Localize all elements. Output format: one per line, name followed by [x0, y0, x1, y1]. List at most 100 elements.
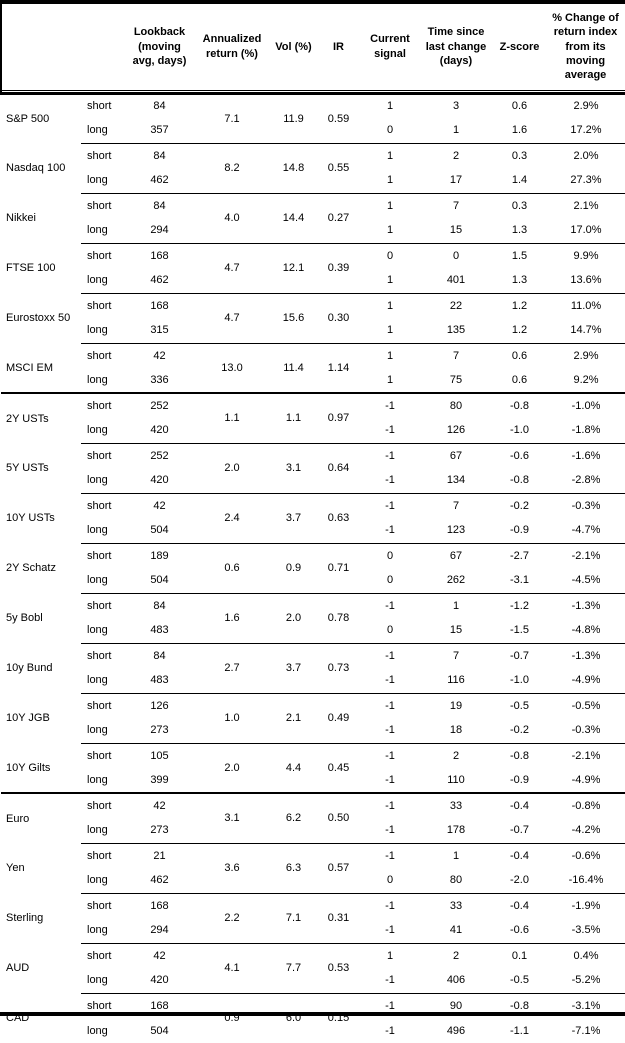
annualized-return-cell: 4.0 [193, 192, 271, 243]
current-signal-cell: -1 [361, 892, 419, 918]
column-header-pct_change: % Change of return index from its moving… [546, 4, 625, 91]
header-double-rule [0, 90, 625, 95]
time-since-cell: 22 [419, 292, 493, 318]
annualized-return-cell: 2.2 [193, 892, 271, 943]
vol-cell: 14.8 [271, 142, 316, 193]
lookback-cell: 126 [126, 692, 193, 718]
pct-change-cell: -0.3% [546, 492, 625, 518]
time-since-cell: 7 [419, 192, 493, 218]
column-header-vol: Vol (%) [271, 4, 316, 91]
current-signal-cell: -1 [361, 442, 419, 468]
zscore-cell: -0.6 [510, 924, 529, 937]
time-since-cell: 134 [446, 474, 466, 487]
position-cell: short [81, 842, 126, 868]
time-since-cell: 7 [419, 642, 493, 668]
asset-row-long: long 420 -1 406 -0.5 -5.2% [1, 968, 625, 993]
asset-row-long: long 483 -1 116 -1.0 -4.9% [1, 668, 625, 693]
header-double-rule-segment [419, 90, 493, 95]
vol-cell: 6.2 [271, 792, 316, 843]
pct-change-cell: -0.3% [571, 724, 601, 737]
lookback-cell: 42 [126, 792, 193, 818]
ir-cell: 0.71 [316, 542, 361, 593]
asset-row-long: long 336 1 75 0.6 9.2% [1, 368, 625, 393]
time-since-cell: 1 [452, 124, 460, 137]
time-since-cell: 80 [419, 392, 493, 418]
vol-cell: 3.7 [271, 642, 316, 693]
asset-row-short: 10Y JGB short 126 1.0 2.1 0.49 -1 19 -0.5 -0.5% [1, 692, 625, 743]
zscore-cell: -1.2 [493, 592, 546, 618]
asset-row-long: long 483 0 15 -1.5 -4.8% [1, 618, 625, 643]
time-since-cell: 80 [449, 874, 463, 887]
asset-name-cell: MSCI EM [6, 361, 54, 374]
asset-row-long: long 399 -1 110 -0.9 -4.9% [1, 768, 625, 793]
zscore-cell: -0.5 [510, 974, 529, 987]
asset-name-cell: S&P 500 [6, 112, 50, 125]
time-since-cell: 18 [449, 724, 463, 737]
zscore-cell: 0.3 [493, 142, 546, 168]
time-since-cell: 1 [419, 592, 493, 618]
zscore-cell: 0.3 [493, 192, 546, 218]
column-header-ir: IR [316, 4, 361, 91]
zscore-cell: 1.6 [511, 124, 528, 137]
position-cell: long [87, 224, 108, 237]
lookback-cell: 462 [150, 874, 169, 887]
lookback-cell: 483 [150, 624, 169, 637]
vol-cell: 4.4 [271, 742, 316, 793]
position-cell: short [81, 942, 126, 968]
ir-cell: 0.64 [316, 442, 361, 493]
asset-name-cell: 10Y Gilts [6, 761, 51, 774]
pct-change-cell: -0.6% [546, 842, 625, 868]
asset-row-long: long 462 0 80 -2.0 -16.4% [1, 868, 625, 893]
current-signal-cell: 1 [386, 100, 394, 113]
pct-change-cell: -1.6% [546, 442, 625, 468]
lookback-cell: 42 [126, 492, 193, 518]
asset-row-short: 10Y Gilts short 105 2.0 4.4 0.45 -1 2 -0.8 -2.1% [1, 742, 625, 793]
current-signal-cell: -1 [385, 924, 395, 937]
lookback-cell: 252 [126, 392, 193, 418]
current-signal-cell: 0 [386, 874, 394, 887]
time-since-cell: 406 [446, 974, 466, 987]
pct-change-cell: -4.8% [571, 624, 601, 637]
lookback-cell: 84 [126, 142, 193, 168]
pct-change-cell: 11.0% [546, 292, 625, 318]
asset-row-long: long 420 -1 126 -1.0 -1.8% [1, 418, 625, 443]
position-cell: long [87, 374, 108, 386]
time-since-cell: 33 [419, 792, 493, 818]
pct-change-cell: -2.1% [546, 742, 625, 768]
pct-change-cell: 17.0% [570, 224, 602, 237]
time-since-cell: 0 [419, 242, 493, 268]
current-signal-cell: 0 [361, 542, 419, 568]
current-signal-cell: 1 [361, 192, 419, 218]
lookback-cell: 273 [150, 824, 169, 837]
lookback-cell: 189 [126, 542, 193, 568]
time-since-cell: 110 [447, 774, 465, 786]
vol-cell: 12.1 [271, 242, 316, 293]
zscore-cell: -0.4 [493, 842, 546, 868]
column-header-time_since: Time since last change (days) [419, 4, 493, 91]
current-signal-cell: 1 [386, 374, 394, 386]
time-since-cell: 123 [446, 524, 466, 537]
time-since-cell: 67 [419, 442, 493, 468]
current-signal-cell: -1 [385, 674, 395, 687]
vol-cell: 3.1 [271, 442, 316, 493]
ir-cell: 0.73 [316, 642, 361, 693]
pct-change-cell: -0.8% [546, 792, 625, 818]
position-cell: short [81, 642, 126, 668]
zscore-cell: 1.2 [511, 324, 528, 337]
current-signal-cell: 1 [386, 174, 394, 187]
zscore-cell: -0.4 [493, 792, 546, 818]
header-double-rule-segment [316, 90, 361, 95]
zscore-cell: 0.1 [493, 942, 546, 968]
lookback-cell: 21 [126, 842, 193, 868]
pct-change-cell: -0.5% [546, 692, 625, 718]
asset-row-short: S&P 500 short 84 7.1 11.9 0.59 1 3 0.6 2.9% [1, 93, 625, 125]
time-since-cell: 2 [419, 942, 493, 968]
ir-cell: 0.78 [316, 592, 361, 643]
current-signal-cell: 1 [361, 942, 419, 968]
zscore-cell: -0.9 [510, 524, 529, 537]
asset-name-cell: Euro [1, 792, 81, 843]
asset-name-cell: FTSE 100 [6, 262, 56, 274]
asset-name-cell: 2Y Schatz [6, 562, 56, 574]
pct-change-cell: -2.1% [546, 542, 625, 568]
asset-name-cell: CAD [6, 1012, 30, 1024]
